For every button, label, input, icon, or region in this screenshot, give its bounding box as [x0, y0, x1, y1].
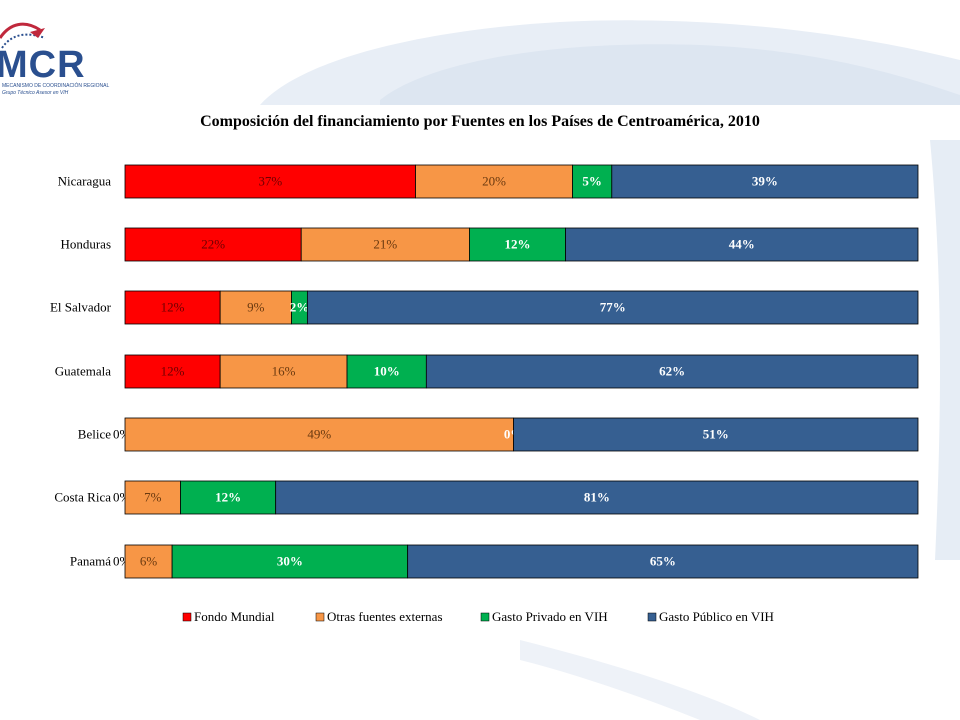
legend-label-fondo-mundial: Fondo Mundial — [194, 609, 275, 624]
legend-swatch-gasto-privado-en-vih — [480, 612, 490, 622]
legend-swatch-gasto-publico-en-vih — [647, 612, 657, 622]
bar-segment-panama-otras-fuentes-externas — [124, 544, 173, 579]
category-label-costa-rica: Costa Rica — [54, 490, 111, 505]
data-label-el-salvador-otras-fuentes-externas: 9% — [247, 300, 265, 315]
bar-segment-nicaragua-gasto-privado-en-vih — [572, 164, 613, 199]
category-label-nicaragua: Nicaragua — [58, 174, 112, 189]
data-label-nicaragua-gasto-privado-en-vih: 5% — [582, 174, 602, 189]
bar-segment-nicaragua-gasto-publico-en-vih — [611, 164, 919, 199]
bar-segment-honduras-otras-fuentes-externas — [300, 227, 470, 262]
bar-segment-belice-gasto-publico-en-vih — [513, 417, 919, 452]
data-label-costa-rica-otras-fuentes-externas: 7% — [144, 490, 162, 505]
data-label-el-salvador-gasto-privado-en-vih: 2% — [290, 300, 310, 315]
category-label-panama: Panamá — [70, 554, 111, 569]
data-label-costa-rica-gasto-publico-en-vih: 81% — [584, 490, 610, 505]
bar-segment-panama-gasto-privado-en-vih — [171, 544, 409, 579]
data-label-panama-gasto-privado-en-vih: 30% — [277, 554, 303, 569]
data-label-el-salvador-gasto-publico-en-vih: 77% — [600, 300, 626, 315]
data-label-guatemala-otras-fuentes-externas: 16% — [272, 364, 296, 379]
legend-label-otras-fuentes-externas: Otras fuentes externas — [327, 609, 443, 624]
legend-swatch-otras-fuentes-externas — [315, 612, 325, 622]
data-label-panama-gasto-publico-en-vih: 65% — [650, 554, 676, 569]
data-label-nicaragua-gasto-publico-en-vih: 39% — [752, 174, 778, 189]
data-label-guatemala-fondo-mundial: 12% — [161, 364, 185, 379]
bar-segment-guatemala-otras-fuentes-externas — [219, 354, 348, 389]
category-label-guatemala: Guatemala — [55, 364, 112, 379]
data-label-panama-otras-fuentes-externas: 6% — [140, 554, 158, 569]
bar-segment-costa-rica-gasto-publico-en-vih — [275, 480, 919, 515]
bar-segment-nicaragua-fondo-mundial — [124, 164, 416, 199]
bar-segment-guatemala-gasto-publico-en-vih — [425, 354, 919, 389]
bar-segment-honduras-gasto-privado-en-vih — [469, 227, 566, 262]
bar-segment-honduras-fondo-mundial — [124, 227, 302, 262]
data-label-guatemala-gasto-publico-en-vih: 62% — [659, 364, 685, 379]
legend-swatch-fondo-mundial — [182, 612, 192, 622]
bar-segment-costa-rica-gasto-privado-en-vih — [180, 480, 277, 515]
data-label-el-salvador-fondo-mundial: 12% — [161, 300, 185, 315]
bar-segment-el-salvador-fondo-mundial — [124, 290, 221, 325]
bar-segment-belice-otras-fuentes-externas — [124, 417, 514, 452]
legend-label-gasto-publico-en-vih: Gasto Público en VIH — [659, 609, 774, 624]
bar-segment-nicaragua-otras-fuentes-externas — [415, 164, 573, 199]
data-label-honduras-otras-fuentes-externas: 21% — [373, 237, 397, 252]
chart-title: Composición del financiamiento por Fuent… — [200, 113, 760, 130]
data-label-costa-rica-gasto-privado-en-vih: 12% — [215, 490, 241, 505]
category-label-belice: Belice — [78, 427, 111, 442]
data-label-honduras-gasto-privado-en-vih: 12% — [504, 237, 530, 252]
bar-segment-guatemala-gasto-privado-en-vih — [346, 354, 427, 389]
data-label-belice-otras-fuentes-externas: 49% — [307, 427, 331, 442]
data-label-honduras-gasto-publico-en-vih: 44% — [729, 237, 755, 252]
category-label-honduras: Honduras — [60, 237, 111, 252]
logo-text: MCR — [0, 44, 86, 86]
logo-tagline: Grupo Técnico Asesor en VIH — [2, 90, 69, 96]
data-label-guatemala-gasto-privado-en-vih: 10% — [374, 364, 400, 379]
logo-subtitle: MECANISMO DE COORDINACIÓN REGIONAL — [2, 83, 110, 89]
bar-segment-honduras-gasto-publico-en-vih — [565, 227, 919, 262]
legend-label-gasto-privado-en-vih: Gasto Privado en VIH — [492, 609, 608, 624]
bar-segment-panama-gasto-publico-en-vih — [407, 544, 919, 579]
bar-segment-guatemala-fondo-mundial — [124, 354, 221, 389]
data-label-honduras-fondo-mundial: 22% — [201, 237, 225, 252]
logo-icon — [0, 22, 46, 49]
bar-segment-el-salvador-gasto-publico-en-vih — [306, 290, 919, 325]
data-label-belice-gasto-publico-en-vih: 51% — [703, 427, 729, 442]
data-label-nicaragua-otras-fuentes-externas: 20% — [482, 174, 506, 189]
category-label-el-salvador: El Salvador — [50, 300, 112, 315]
data-label-nicaragua-fondo-mundial: 37% — [258, 174, 282, 189]
bar-segment-el-salvador-otras-fuentes-externas — [219, 290, 292, 325]
